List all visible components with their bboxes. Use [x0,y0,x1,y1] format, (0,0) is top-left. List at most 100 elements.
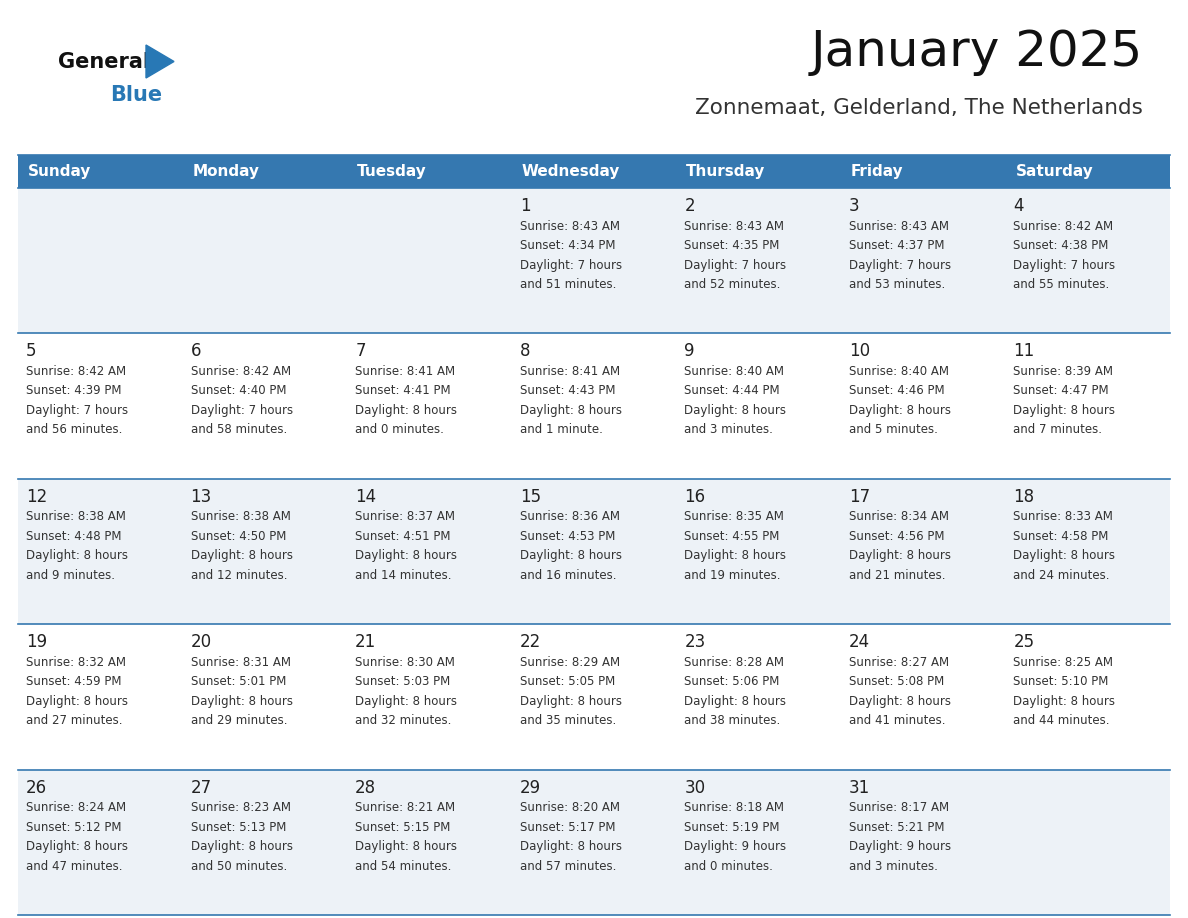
Text: Sunrise: 8:38 AM: Sunrise: 8:38 AM [26,510,126,523]
Text: Sunrise: 8:42 AM: Sunrise: 8:42 AM [190,364,291,378]
Text: and 12 minutes.: and 12 minutes. [190,569,287,582]
Text: and 14 minutes.: and 14 minutes. [355,569,451,582]
Text: Daylight: 8 hours: Daylight: 8 hours [355,404,457,417]
Bar [18,769,1170,915]
Text: Daylight: 8 hours: Daylight: 8 hours [519,549,621,563]
Text: General: General [58,52,150,72]
Text: Sunset: 4:50 PM: Sunset: 4:50 PM [190,530,286,543]
Bar [18,188,1170,333]
Text: 10: 10 [849,342,870,361]
Text: and 58 minutes.: and 58 minutes. [190,423,286,436]
Text: Daylight: 8 hours: Daylight: 8 hours [26,549,128,563]
Text: Daylight: 8 hours: Daylight: 8 hours [355,840,457,853]
Text: and 29 minutes.: and 29 minutes. [190,714,287,727]
Text: 5: 5 [26,342,37,361]
Text: 11: 11 [1013,342,1035,361]
Text: Sunset: 4:56 PM: Sunset: 4:56 PM [849,530,944,543]
Text: Daylight: 8 hours: Daylight: 8 hours [849,695,950,708]
Text: 22: 22 [519,633,541,651]
Text: 30: 30 [684,778,706,797]
Text: 16: 16 [684,487,706,506]
Text: 4: 4 [1013,197,1024,215]
Text: Daylight: 8 hours: Daylight: 8 hours [26,695,128,708]
Text: Sunset: 4:43 PM: Sunset: 4:43 PM [519,385,615,397]
Text: Blue: Blue [110,85,162,105]
Text: Sunset: 5:05 PM: Sunset: 5:05 PM [519,676,615,688]
Text: Sunrise: 8:24 AM: Sunrise: 8:24 AM [26,801,126,814]
Text: Monday: Monday [192,164,259,179]
Text: Sunday: Sunday [29,164,91,179]
Text: Sunset: 4:38 PM: Sunset: 4:38 PM [1013,239,1108,252]
Text: Sunset: 4:55 PM: Sunset: 4:55 PM [684,530,779,543]
Text: Sunrise: 8:32 AM: Sunrise: 8:32 AM [26,655,126,668]
Text: and 27 minutes.: and 27 minutes. [26,714,122,727]
Text: Daylight: 8 hours: Daylight: 8 hours [519,404,621,417]
Text: and 32 minutes.: and 32 minutes. [355,714,451,727]
Text: Sunrise: 8:20 AM: Sunrise: 8:20 AM [519,801,620,814]
Text: Sunset: 5:12 PM: Sunset: 5:12 PM [26,821,121,834]
Text: Sunrise: 8:42 AM: Sunrise: 8:42 AM [26,364,126,378]
Text: Daylight: 8 hours: Daylight: 8 hours [684,549,786,563]
Text: Daylight: 8 hours: Daylight: 8 hours [190,840,292,853]
Text: Sunset: 4:47 PM: Sunset: 4:47 PM [1013,385,1110,397]
Text: and 47 minutes.: and 47 minutes. [26,859,122,873]
Text: Sunset: 5:15 PM: Sunset: 5:15 PM [355,821,450,834]
Text: 17: 17 [849,487,870,506]
Text: Saturday: Saturday [1016,164,1093,179]
Text: Sunset: 4:48 PM: Sunset: 4:48 PM [26,530,121,543]
Text: Sunrise: 8:21 AM: Sunrise: 8:21 AM [355,801,455,814]
Text: Sunset: 5:06 PM: Sunset: 5:06 PM [684,676,779,688]
Text: 2: 2 [684,197,695,215]
Text: and 51 minutes.: and 51 minutes. [519,278,617,291]
Text: Sunset: 5:13 PM: Sunset: 5:13 PM [190,821,286,834]
Text: Sunrise: 8:25 AM: Sunrise: 8:25 AM [1013,655,1113,668]
Text: Sunrise: 8:39 AM: Sunrise: 8:39 AM [1013,364,1113,378]
Text: and 35 minutes.: and 35 minutes. [519,714,615,727]
Text: Sunrise: 8:18 AM: Sunrise: 8:18 AM [684,801,784,814]
Text: Sunset: 4:37 PM: Sunset: 4:37 PM [849,239,944,252]
Text: 31: 31 [849,778,870,797]
Text: Sunset: 4:40 PM: Sunset: 4:40 PM [190,385,286,397]
Text: Wednesday: Wednesday [522,164,620,179]
Text: 27: 27 [190,778,211,797]
Text: and 55 minutes.: and 55 minutes. [1013,278,1110,291]
Bar [18,479,1170,624]
Text: and 57 minutes.: and 57 minutes. [519,859,617,873]
Text: Sunrise: 8:27 AM: Sunrise: 8:27 AM [849,655,949,668]
Text: 23: 23 [684,633,706,651]
Text: 1: 1 [519,197,530,215]
Text: Sunset: 4:39 PM: Sunset: 4:39 PM [26,385,121,397]
Text: and 7 minutes.: and 7 minutes. [1013,423,1102,436]
Text: Daylight: 8 hours: Daylight: 8 hours [1013,404,1116,417]
Text: and 44 minutes.: and 44 minutes. [1013,714,1110,727]
Text: Sunset: 5:08 PM: Sunset: 5:08 PM [849,676,944,688]
Text: and 3 minutes.: and 3 minutes. [849,859,937,873]
Text: Sunrise: 8:38 AM: Sunrise: 8:38 AM [190,510,290,523]
Text: Sunrise: 8:29 AM: Sunrise: 8:29 AM [519,655,620,668]
Text: Sunrise: 8:36 AM: Sunrise: 8:36 AM [519,510,620,523]
Text: 28: 28 [355,778,377,797]
Text: Sunrise: 8:37 AM: Sunrise: 8:37 AM [355,510,455,523]
Text: Daylight: 8 hours: Daylight: 8 hours [1013,695,1116,708]
Text: Sunset: 5:19 PM: Sunset: 5:19 PM [684,821,779,834]
Text: 25: 25 [1013,633,1035,651]
Text: Sunrise: 8:34 AM: Sunrise: 8:34 AM [849,510,949,523]
Text: and 21 minutes.: and 21 minutes. [849,569,946,582]
Text: Daylight: 8 hours: Daylight: 8 hours [355,695,457,708]
Text: and 1 minute.: and 1 minute. [519,423,602,436]
Text: Sunset: 5:03 PM: Sunset: 5:03 PM [355,676,450,688]
Text: Sunrise: 8:43 AM: Sunrise: 8:43 AM [684,219,784,232]
Text: 15: 15 [519,487,541,506]
Text: Sunrise: 8:23 AM: Sunrise: 8:23 AM [190,801,291,814]
Text: Daylight: 7 hours: Daylight: 7 hours [190,404,292,417]
Text: and 56 minutes.: and 56 minutes. [26,423,122,436]
Text: Sunset: 5:17 PM: Sunset: 5:17 PM [519,821,615,834]
Text: Daylight: 7 hours: Daylight: 7 hours [26,404,128,417]
Text: and 5 minutes.: and 5 minutes. [849,423,937,436]
Text: Daylight: 7 hours: Daylight: 7 hours [519,259,621,272]
Bar [18,155,1170,188]
Text: Sunset: 5:10 PM: Sunset: 5:10 PM [1013,676,1108,688]
Text: Sunset: 4:53 PM: Sunset: 4:53 PM [519,530,615,543]
Text: and 53 minutes.: and 53 minutes. [849,278,946,291]
Text: Daylight: 8 hours: Daylight: 8 hours [190,549,292,563]
